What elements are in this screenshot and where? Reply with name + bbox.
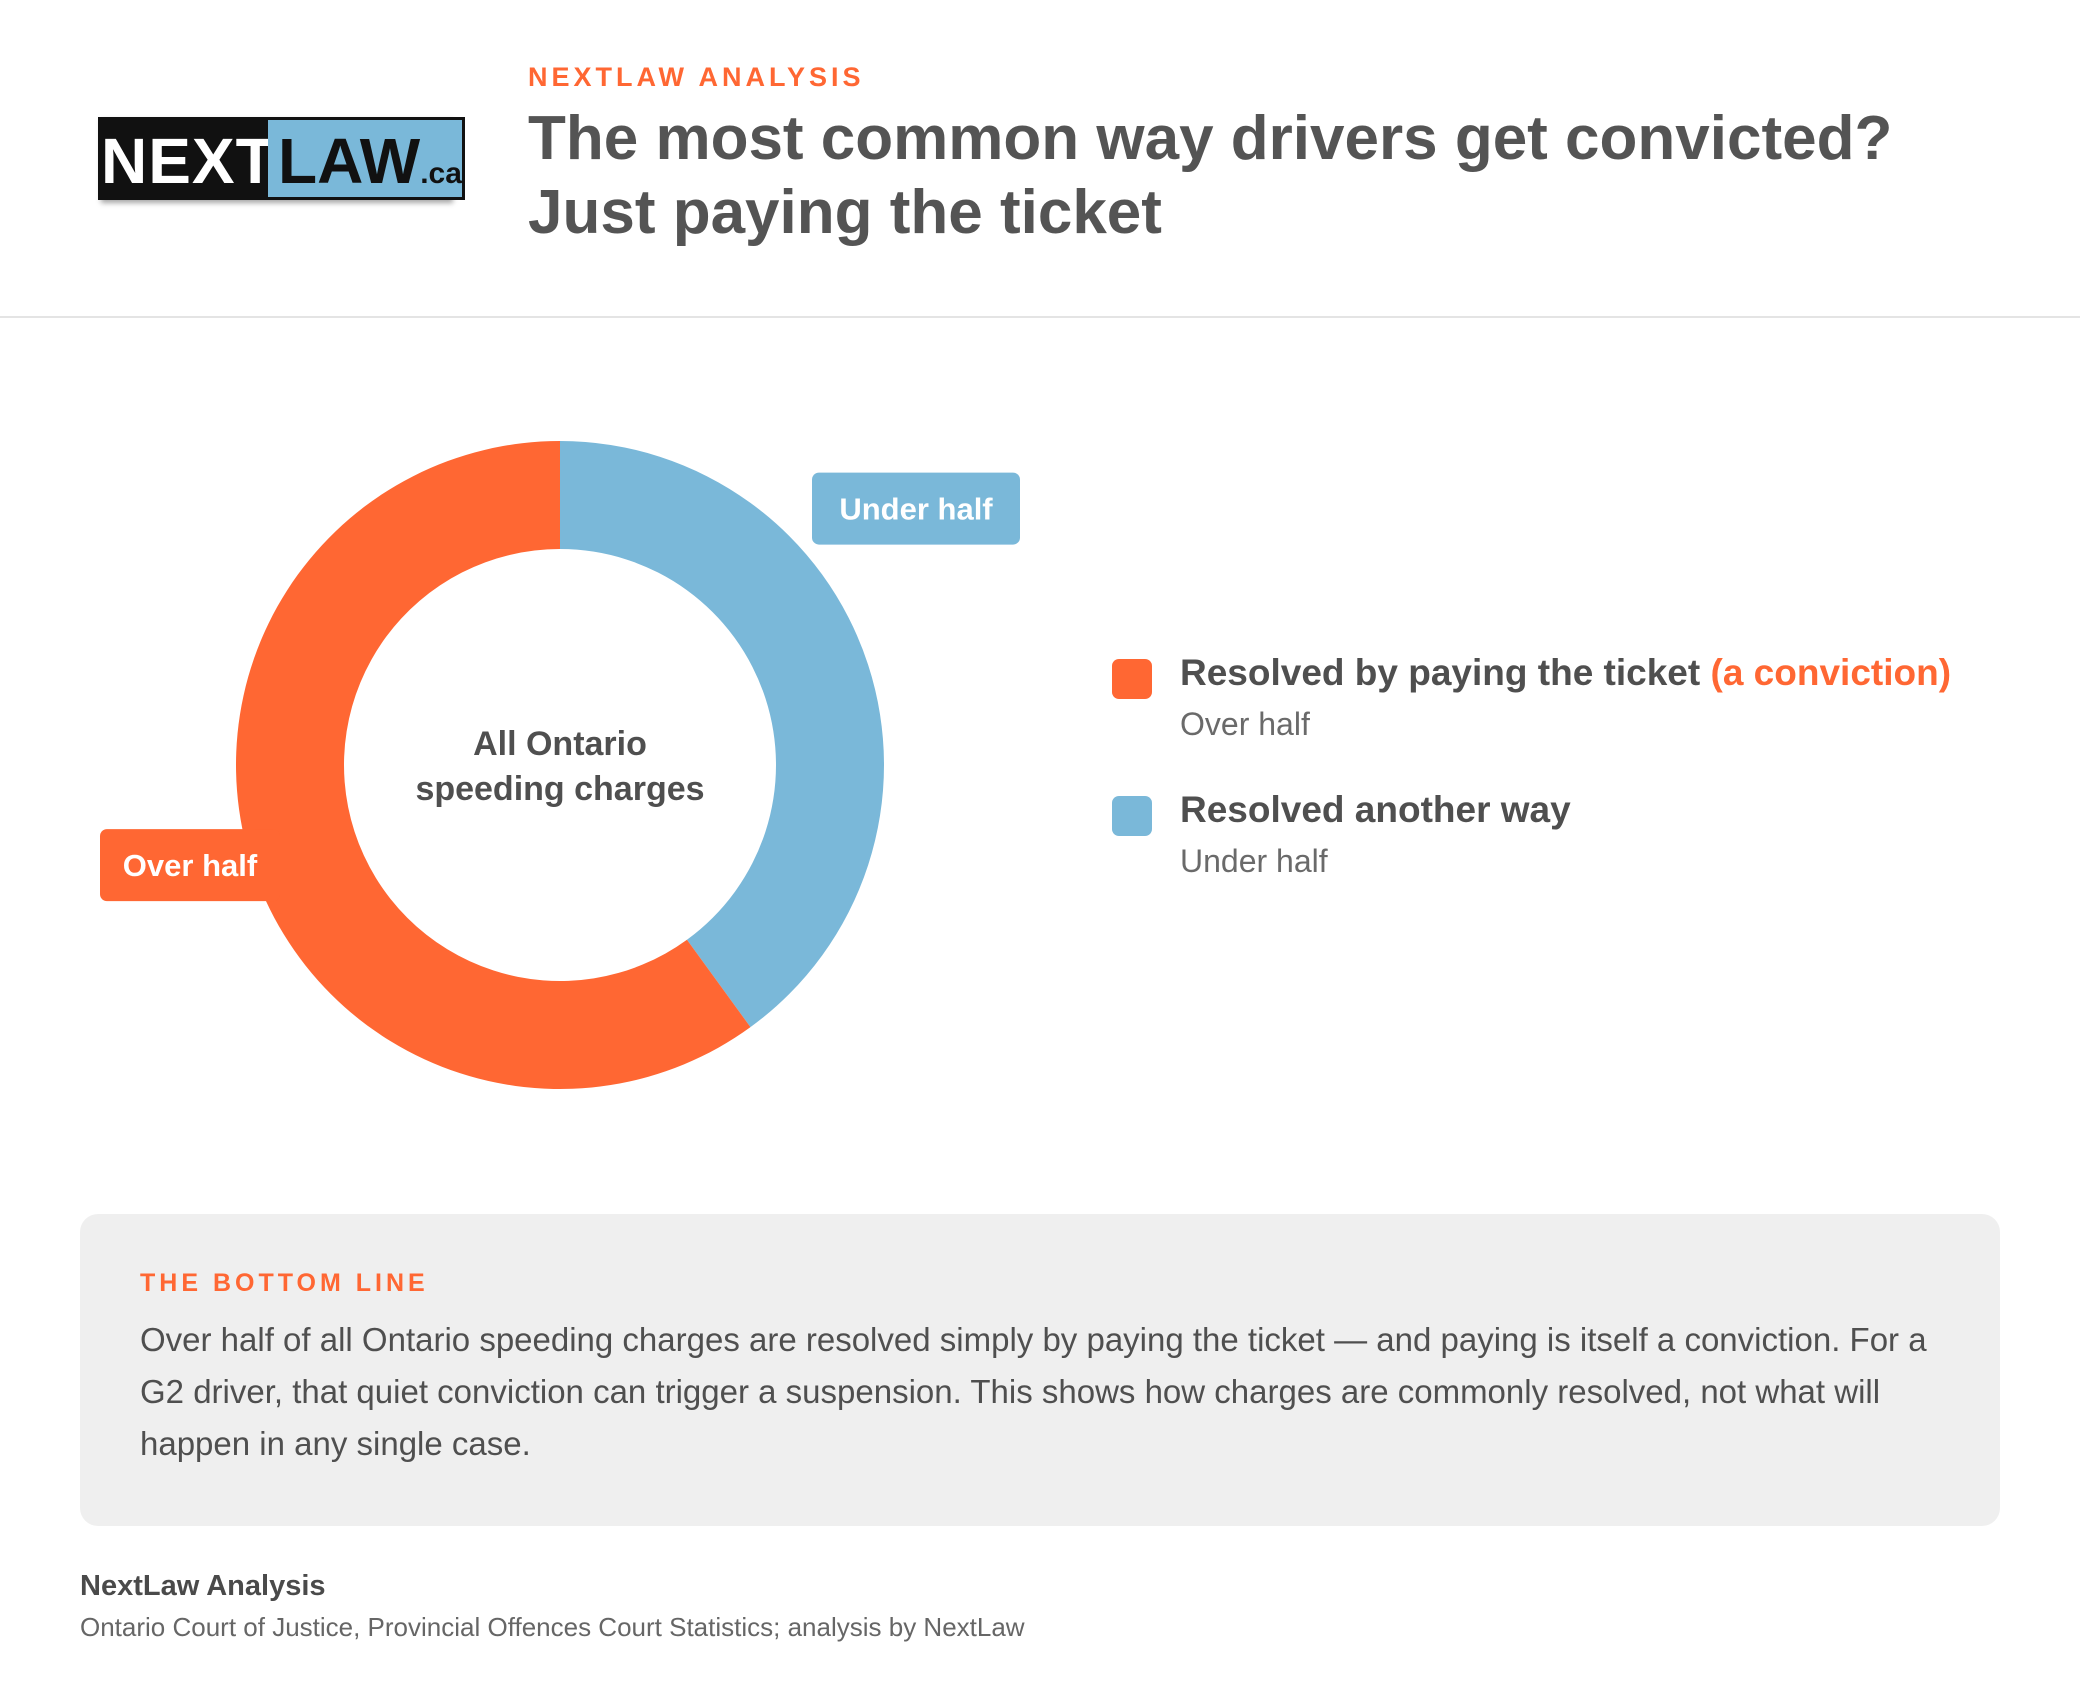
page-title: The most common way drivers get convicte…: [528, 104, 1893, 247]
legend-label-text: Resolved by paying the ticket: [1180, 652, 1701, 693]
slice-label-paying: Over half: [100, 829, 280, 902]
donut-svg: Over half Under half All Ontario speeding c…: [100, 440, 1020, 1089]
donut-chart: Over half Under half All Ontario speeding c…: [0, 320, 1150, 1140]
bottom-line-text: Over half of all Ontario speeding charge…: [140, 1321, 1927, 1462]
bottom-line-eyebrow: THE BOTTOM LINE: [140, 1269, 429, 1297]
nextlaw-logo: NEXT LAW.ca: [98, 117, 465, 200]
footer-source: Ontario Court of Justice, Provincial Off…: [80, 1612, 1025, 1642]
legend-swatch-paying: [1112, 659, 1152, 699]
legend-label-other: Resolved another way: [1180, 789, 1571, 830]
header: NEXT LAW.ca NEXTLAW ANALYSIS The most co…: [0, 0, 2080, 318]
logo-next-text: NEXT: [98, 117, 275, 200]
center-label-line-1: All Ontario: [473, 725, 647, 763]
legend-label-paying: Resolved by paying the ticket (a convict…: [1180, 652, 1951, 694]
slice-label-bg-other: [812, 472, 1020, 545]
logo-suffix: .ca: [420, 157, 462, 190]
legend-swatch-other: [1112, 796, 1152, 836]
donut-slice-other: [560, 441, 885, 1028]
bottom-line-box: THE BOTTOM LINE Over half of all Ontario…: [80, 1214, 2000, 1526]
slice-label-other: Under half: [812, 472, 1020, 545]
eyebrow: NEXTLAW ANALYSIS: [528, 62, 865, 92]
donut-slice-paying: [236, 440, 751, 1089]
logo-law-text: LAW: [278, 125, 421, 197]
legend-value-paying: Over half: [1180, 706, 1310, 742]
slice-label-bg-paying: [100, 829, 280, 902]
legend-value-other: Under half: [1180, 843, 1328, 879]
slice-label-text-other: Under half: [839, 492, 993, 527]
center-label-line-2: speeding charges: [415, 770, 704, 808]
logo-law-block: LAW.ca: [268, 117, 465, 200]
legend-accent: (a conviction): [1710, 652, 1952, 693]
footer-title: NextLaw Analysis: [80, 1570, 326, 1602]
slice-label-text-paying: Over half: [123, 848, 258, 883]
